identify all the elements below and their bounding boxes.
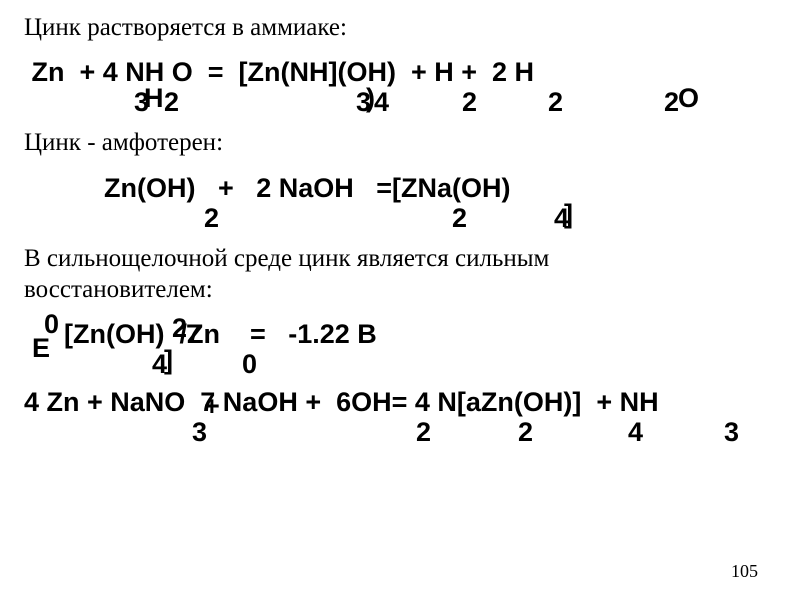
paragraph-2: Цинк - амфотерен: — [24, 127, 776, 158]
eq1-sub: H — [144, 83, 164, 114]
equation-3-main: [Zn(OH) /Zn = -1.22 B — [64, 319, 377, 350]
eq1-sub: 2 — [164, 87, 179, 118]
eq3-sub: ] — [164, 345, 173, 376]
equation-1: Zn + 4 NH O = [Zn(NH](OH) + H + 2 H 3 H … — [24, 57, 776, 125]
eq4-sub: 4 — [628, 417, 643, 448]
eq4-sub: 3 — [724, 417, 739, 448]
equation-2-main: Zn(OH) + 2 NaOH =[ZNa(OH) — [104, 173, 511, 204]
eq4-sub: 2 — [518, 417, 533, 448]
paragraph-1: Цинк растворяется в аммиаке: — [24, 12, 776, 43]
eq4-sub: 2 — [416, 417, 431, 448]
eq1-sub: 4 — [374, 87, 389, 118]
eq3-sub: 0 — [242, 349, 257, 380]
eq1-sub: 2 — [548, 87, 563, 118]
eq1-sub: 2 — [664, 87, 679, 118]
equation-4-main: 4 Zn + NaNO 7 NaOH + 6OH= 4 N[aZn(OH)] +… — [24, 387, 659, 418]
equation-2: Zn(OH) + 2 NaOH =[ZNa(OH) 2 2 4 ] — [24, 173, 776, 241]
eq3-E: E — [32, 333, 50, 364]
eq2-sub: 2 — [204, 203, 219, 234]
eq1-sub: O — [678, 83, 699, 114]
eq4-sub: + — [204, 391, 220, 422]
paragraph-3-line1: В сильнощелочной среде цинк является сил… — [24, 243, 776, 274]
paragraph-3-line2: восстановителем: — [24, 274, 776, 305]
page-number: 105 — [731, 561, 758, 582]
eq3-sub: 2 — [172, 313, 187, 344]
equation-4: 4 Zn + NaNO 7 NaOH + 6OH= 4 N[aZn(OH)] +… — [24, 387, 776, 455]
equation-1-main: Zn + 4 NH O = [Zn(NH](OH) + H + 2 H — [24, 57, 534, 88]
eq3-sub: 7 — [186, 319, 201, 350]
equation-3: 0 E [Zn(OH) /Zn = -1.22 B 2 7 4 ] 0 — [24, 309, 776, 385]
eq2-sub: ] — [564, 199, 573, 230]
eq2-sub: 2 — [452, 203, 467, 234]
eq1-sub: 2 — [462, 87, 477, 118]
